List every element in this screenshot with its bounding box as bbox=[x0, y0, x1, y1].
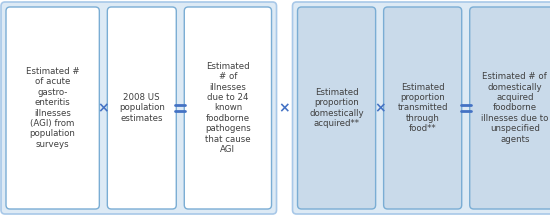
FancyBboxPatch shape bbox=[6, 7, 100, 209]
Text: Estimated # of
domestically
acquired
foodborne
illnesses due to
unspecified
agen: Estimated # of domestically acquired foo… bbox=[481, 72, 548, 144]
FancyBboxPatch shape bbox=[298, 7, 376, 209]
Text: Estimated
proportion
domestically
acquired**: Estimated proportion domestically acquir… bbox=[309, 88, 364, 128]
Text: ×: × bbox=[374, 101, 386, 115]
Text: 2008 US
population
estimates: 2008 US population estimates bbox=[119, 93, 165, 123]
FancyBboxPatch shape bbox=[184, 7, 272, 209]
Text: Estimated
# of
illnesses
due to 24
known
foodborne
pathogens
that cause
AGI: Estimated # of illnesses due to 24 known… bbox=[205, 62, 251, 154]
Text: ×: × bbox=[97, 101, 109, 115]
FancyBboxPatch shape bbox=[293, 2, 550, 214]
FancyBboxPatch shape bbox=[1, 2, 277, 214]
FancyBboxPatch shape bbox=[470, 7, 550, 209]
Text: Estimated #
of acute
gastro-
enteritis
illnesses
(AGI) from
population
surveys: Estimated # of acute gastro- enteritis i… bbox=[26, 67, 80, 149]
Text: ×: × bbox=[279, 101, 290, 115]
Text: Estimated
proportion
transmitted
through
food**: Estimated proportion transmitted through… bbox=[398, 83, 448, 133]
FancyBboxPatch shape bbox=[107, 7, 177, 209]
FancyBboxPatch shape bbox=[383, 7, 461, 209]
